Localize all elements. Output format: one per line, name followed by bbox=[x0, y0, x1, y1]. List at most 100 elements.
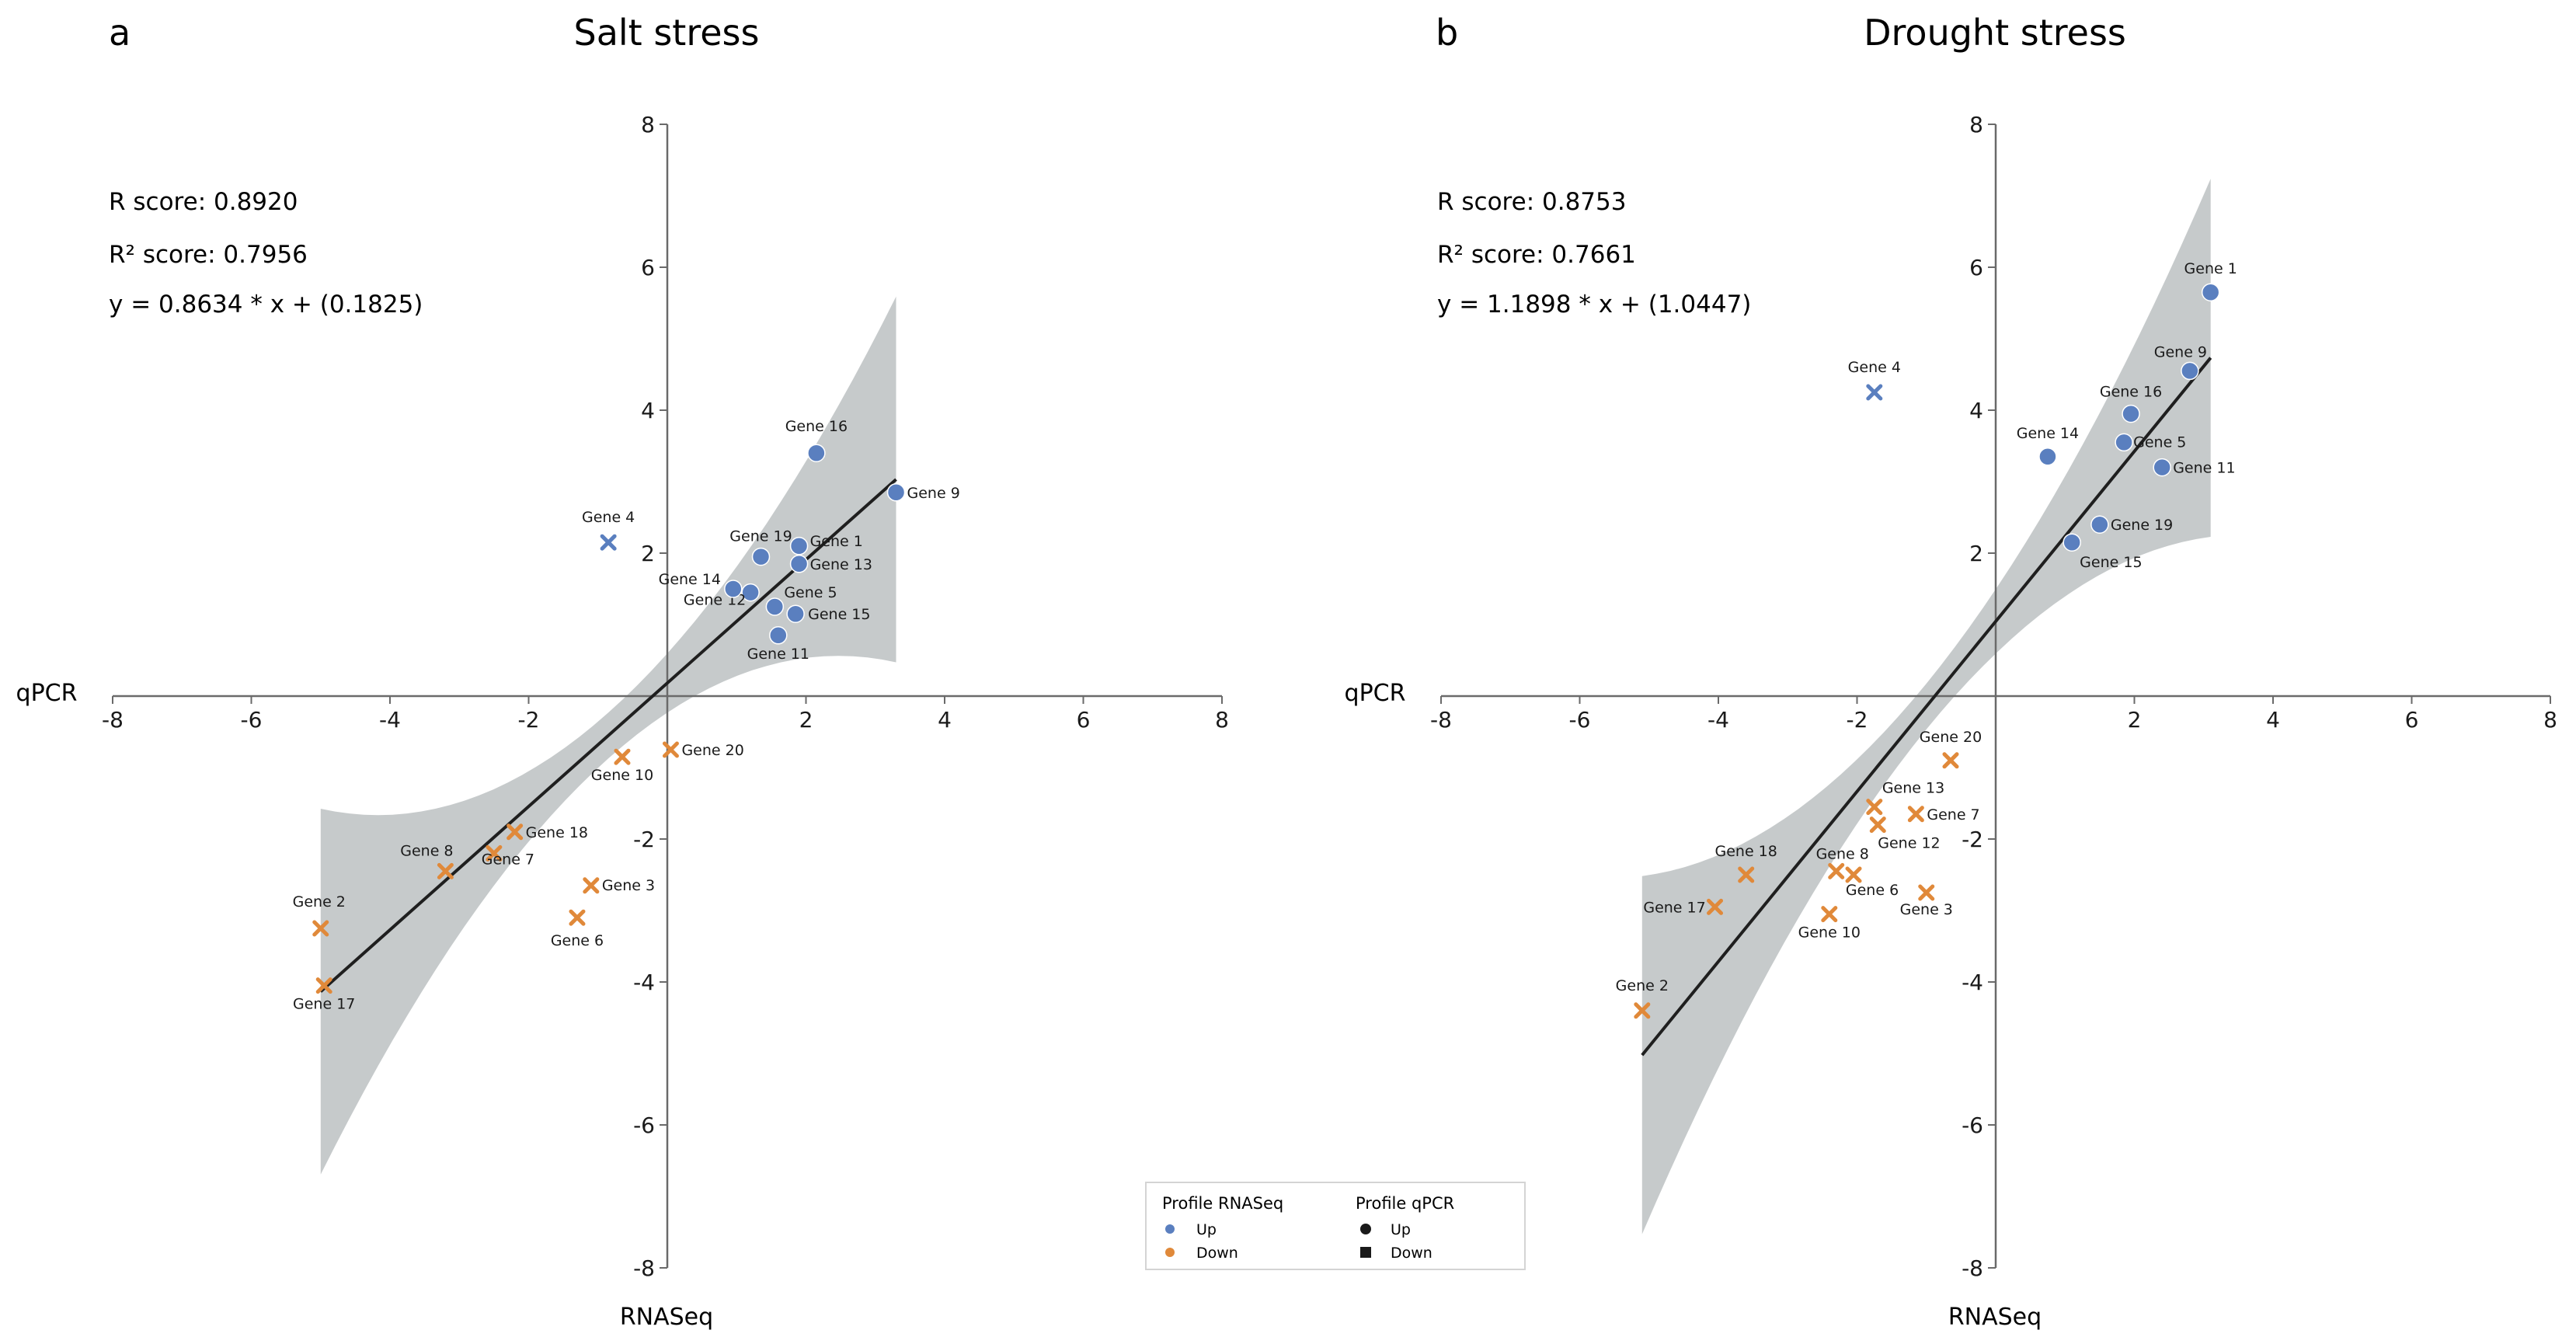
drought-y-tick-label: -6 bbox=[1962, 1112, 1983, 1138]
salt-point-gene-5 bbox=[765, 597, 785, 616]
salt-regression-equation: y = 0.8634 * x + (0.1825) bbox=[109, 291, 423, 319]
drought-point-gene-12 bbox=[1869, 816, 1886, 834]
salt-point-gene-9 bbox=[886, 483, 906, 502]
drought-point-label-gene-18: Gene 18 bbox=[1715, 843, 1777, 860]
salt-point-label-gene-19: Gene 19 bbox=[729, 528, 792, 545]
salt-point-label-gene-6: Gene 6 bbox=[551, 932, 604, 949]
drought-point-gene-1 bbox=[2201, 283, 2220, 301]
salt-r-score: R score: 0.8920 bbox=[109, 188, 298, 216]
drought-y-tick-label: -4 bbox=[1962, 970, 1983, 995]
drought-point-label-gene-4: Gene 4 bbox=[1848, 359, 1901, 376]
drought-point-gene-15 bbox=[2063, 533, 2081, 552]
legend-title-qpcr: Profile qPCR bbox=[1356, 1194, 1454, 1213]
drought-y-tick-label: 8 bbox=[1969, 112, 1983, 138]
drought-x-tick-label: -2 bbox=[1847, 707, 1868, 733]
drought-point-label-gene-8: Gene 8 bbox=[1816, 845, 1869, 862]
drought-regression-line bbox=[1641, 357, 2212, 1057]
salt-point-gene-1 bbox=[789, 537, 809, 555]
salt-y-tick-label: -2 bbox=[633, 827, 655, 852]
drought-y-tick-label: 2 bbox=[1969, 541, 1983, 566]
drought-point-gene-16 bbox=[2122, 404, 2140, 423]
drought-y-tick-label: 6 bbox=[1969, 255, 1983, 280]
salt-x-tick-label: 2 bbox=[799, 707, 813, 733]
drought-point-gene-9 bbox=[2181, 361, 2199, 381]
salt-point-label-gene-8: Gene 8 bbox=[400, 842, 453, 859]
drought-x-tick-label: 4 bbox=[2266, 707, 2280, 733]
salt-point-gene-4 bbox=[600, 534, 617, 551]
drought-point-gene-5 bbox=[2115, 433, 2133, 452]
legend: Profile RNASeq Profile qPCR Up Down Up D… bbox=[1145, 1182, 1526, 1270]
salt-point-label-gene-18: Gene 18 bbox=[526, 824, 588, 841]
legend-box bbox=[1145, 1182, 1526, 1270]
salt-point-gene-20 bbox=[662, 741, 679, 758]
salt-y-tick-label: 6 bbox=[641, 255, 655, 280]
legend-rnaseq-up-label: Up bbox=[1196, 1221, 1217, 1238]
drought-point-gene-19 bbox=[2090, 515, 2109, 534]
drought-r2-score: R² score: 0.7661 bbox=[1437, 241, 1636, 269]
salt-point-gene-15 bbox=[786, 604, 805, 623]
salt-y-tick-label: 4 bbox=[641, 398, 655, 423]
drought-regression-equation: y = 1.1898 * x + (1.0447) bbox=[1437, 291, 1751, 319]
salt-x-tick-label: -2 bbox=[518, 707, 540, 733]
salt-point-gene-2 bbox=[312, 920, 329, 937]
drought-point-gene-8 bbox=[1828, 862, 1845, 879]
salt-point-label-gene-1: Gene 1 bbox=[810, 533, 863, 550]
salt-point-gene-14 bbox=[724, 580, 743, 598]
legend-qpcr-down-label: Down bbox=[1391, 1245, 1432, 1262]
drought-x-tick-label: 2 bbox=[2128, 707, 2142, 733]
drought-x-tick-label: 6 bbox=[2405, 707, 2419, 733]
drought-point-gene-6 bbox=[1845, 866, 1862, 883]
salt-r2-score: R² score: 0.7956 bbox=[109, 241, 308, 269]
drought-point-gene-20 bbox=[1942, 752, 1959, 769]
salt-x-tick-label: 4 bbox=[938, 707, 952, 733]
salt-point-label-gene-17: Gene 17 bbox=[293, 996, 355, 1013]
drought-x-axis-label: RNASeq bbox=[1948, 1304, 2042, 1331]
salt-y-tick-label: 8 bbox=[641, 112, 655, 138]
drought-point-label-gene-14: Gene 14 bbox=[2017, 425, 2079, 442]
salt-x-tick-label: 6 bbox=[1077, 707, 1091, 733]
drought-point-gene-17 bbox=[1707, 898, 1724, 915]
drought-point-label-gene-11: Gene 11 bbox=[2173, 460, 2235, 477]
panel-letter-a: a bbox=[109, 12, 131, 54]
legend-circle-marker bbox=[1360, 1224, 1371, 1234]
salt-stress-panel: a Salt stress R score: 0.8920 R² score: … bbox=[16, 12, 1229, 1331]
drought-point-label-gene-19: Gene 19 bbox=[2111, 517, 2173, 534]
salt-x-tick-label: -4 bbox=[379, 707, 401, 733]
drought-point-label-gene-15: Gene 15 bbox=[2080, 554, 2142, 571]
salt-point-gene-17 bbox=[315, 977, 332, 994]
drought-point-label-gene-13: Gene 13 bbox=[1882, 780, 1944, 797]
salt-x-axis-label: RNASeq bbox=[620, 1304, 713, 1331]
salt-point-gene-18 bbox=[506, 823, 524, 841]
salt-point-label-gene-13: Gene 13 bbox=[810, 556, 872, 573]
drought-x-tick-label: -4 bbox=[1707, 707, 1729, 733]
drought-y-tick-label: -2 bbox=[1962, 827, 1983, 852]
drought-point-gene-4 bbox=[1866, 384, 1883, 401]
salt-x-tick-label: -6 bbox=[241, 707, 263, 733]
drought-point-label-gene-16: Gene 16 bbox=[2100, 384, 2162, 401]
salt-y-axis-label: qPCR bbox=[16, 680, 78, 707]
drought-point-label-gene-7: Gene 7 bbox=[1927, 806, 1979, 823]
salt-point-gene-12 bbox=[741, 583, 760, 602]
drought-point-gene-10 bbox=[1821, 906, 1838, 923]
legend-title-rnaseq: Profile RNASeq bbox=[1162, 1194, 1283, 1213]
salt-y-tick-label: -8 bbox=[633, 1255, 655, 1281]
drought-point-label-gene-12: Gene 12 bbox=[1878, 835, 1940, 852]
salt-point-label-gene-4: Gene 4 bbox=[582, 509, 635, 526]
salt-point-label-gene-2: Gene 2 bbox=[293, 893, 346, 911]
drought-stress-title: Drought stress bbox=[1864, 12, 2126, 54]
legend-rnaseq-down-label: Down bbox=[1196, 1245, 1238, 1262]
salt-point-gene-19 bbox=[751, 547, 771, 566]
panel-letter-b: b bbox=[1436, 12, 1458, 54]
salt-point-label-gene-10: Gene 10 bbox=[591, 767, 653, 784]
drought-x-tick-label: -6 bbox=[1569, 707, 1591, 733]
drought-point-gene-2 bbox=[1634, 1002, 1651, 1019]
drought-point-label-gene-3: Gene 3 bbox=[1900, 901, 1953, 918]
drought-point-gene-18 bbox=[1738, 866, 1755, 883]
salt-point-label-gene-16: Gene 16 bbox=[785, 418, 848, 435]
salt-point-label-gene-9: Gene 9 bbox=[907, 485, 960, 502]
salt-point-gene-8 bbox=[437, 862, 454, 879]
salt-point-gene-6 bbox=[569, 909, 586, 926]
drought-point-gene-11 bbox=[2153, 458, 2171, 477]
drought-point-gene-14 bbox=[2038, 447, 2057, 466]
